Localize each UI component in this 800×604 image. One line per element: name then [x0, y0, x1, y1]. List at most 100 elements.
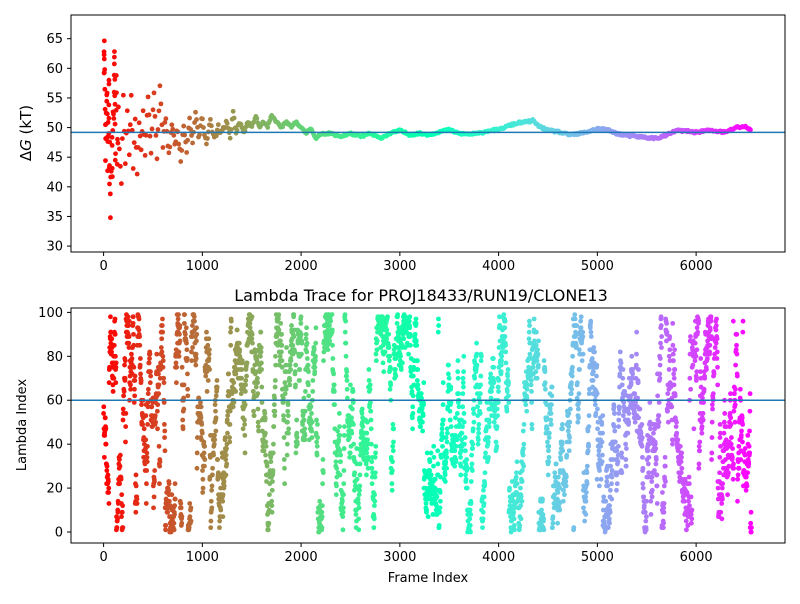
lambda-data-point — [606, 516, 612, 522]
lambda-data-point — [458, 454, 463, 460]
lambda-data-point — [159, 349, 165, 355]
lambda-data-point — [546, 448, 551, 454]
lambda-data-point — [198, 415, 204, 421]
lambda-data-point — [527, 351, 533, 357]
lambda-data-point — [301, 395, 307, 401]
lambda-data-point — [415, 367, 421, 372]
lambda-data-point — [144, 468, 150, 473]
lambda-data-point — [635, 395, 641, 401]
lambda-data-point — [564, 452, 570, 458]
lambda-data-point — [565, 428, 571, 434]
lambda-data-point — [314, 439, 320, 445]
deltag-data-point — [204, 141, 209, 147]
lambda-data-point — [144, 481, 149, 487]
lambda-data-point — [261, 448, 267, 454]
lambda-data-point — [615, 452, 621, 458]
lambda-data-point — [443, 459, 449, 465]
lambda-data-point — [304, 356, 310, 361]
lambda-data-point — [633, 400, 638, 405]
lambda-data-point — [605, 525, 611, 531]
lambda-data-point — [595, 406, 600, 412]
lambda-data-point — [120, 417, 126, 423]
lambda-data-point — [390, 459, 395, 465]
lambda-data-point — [499, 358, 504, 364]
lambda-data-point — [733, 347, 739, 353]
lambda-data-point — [662, 463, 668, 469]
lambda-data-point — [312, 358, 318, 364]
lambda-data-point — [406, 318, 412, 324]
lambda-data-point — [228, 318, 234, 324]
deltag-data-point — [178, 159, 184, 164]
lambda-data-point — [489, 389, 494, 394]
lambda-data-point — [579, 358, 585, 364]
lambda-data-point — [669, 437, 675, 443]
lambda-data-point — [478, 382, 483, 388]
lambda-data-point — [580, 329, 586, 335]
lambda-data-point — [226, 371, 232, 377]
lambda-data-point — [373, 443, 379, 449]
lambda-data-point — [372, 492, 378, 498]
lambda-data-point — [123, 411, 129, 416]
lambda-data-point — [519, 498, 525, 504]
lambda-x-tick-label: 1000 — [186, 550, 219, 565]
deltag-data-point — [103, 121, 109, 127]
lambda-data-point — [319, 509, 325, 515]
lambda-data-point — [282, 481, 288, 487]
lambda-data-point — [611, 424, 617, 429]
lambda-data-point — [511, 523, 517, 528]
lambda-data-point — [207, 367, 212, 372]
lambda-data-point — [734, 373, 740, 379]
lambda-y-axis-label: Lambda Index — [15, 379, 30, 472]
lambda-data-point — [566, 411, 572, 416]
lambda-data-point — [733, 386, 738, 392]
lambda-data-point — [718, 509, 724, 515]
lambda-data-point — [340, 509, 346, 515]
lambda-data-point — [275, 316, 281, 322]
lambda-data-point — [159, 323, 165, 328]
lambda-data-point — [149, 404, 155, 410]
lambda-data-point — [657, 356, 663, 361]
deltag-data-point — [112, 76, 118, 82]
lambda-data-point — [555, 474, 561, 480]
lambda-data-point — [356, 492, 362, 498]
lambda-data-point — [719, 516, 725, 522]
lambda-data-point — [539, 507, 544, 513]
lambda-data-point — [731, 465, 737, 471]
lambda-data-point — [242, 402, 248, 408]
lambda-data-point — [725, 492, 730, 498]
lambda-data-point — [174, 364, 179, 370]
lambda-data-point — [646, 454, 652, 460]
lambda-data-point — [269, 487, 275, 493]
deltag-data-point — [111, 61, 117, 67]
lambda-data-point — [215, 457, 220, 462]
lambda-data-point — [641, 494, 647, 500]
deltag-data-point — [208, 123, 214, 129]
lambda-data-point — [359, 411, 365, 416]
lambda-data-point — [464, 485, 470, 491]
lambda-data-point — [103, 426, 109, 432]
lambda-data-point — [160, 358, 166, 364]
lambda-data-point — [161, 380, 167, 386]
lambda-data-point — [415, 382, 421, 388]
lambda-data-point — [271, 441, 276, 447]
lambda-data-point — [295, 441, 300, 447]
lambda-data-point — [368, 441, 374, 447]
deltag-data-point — [115, 140, 121, 146]
lambda-data-point — [545, 439, 550, 445]
lambda-data-point — [588, 318, 594, 324]
lambda-data-point — [704, 356, 710, 361]
lambda-data-point — [161, 400, 167, 405]
lambda-data-point — [201, 439, 207, 445]
lambda-data-point — [239, 358, 245, 364]
lambda-data-point — [652, 441, 658, 447]
lambda-data-point — [694, 375, 699, 381]
lambda-data-point — [335, 428, 341, 434]
deltag-data-point — [224, 120, 230, 126]
lambda-data-point — [619, 454, 625, 460]
lambda-data-point — [694, 325, 700, 331]
lambda-data-point — [641, 503, 647, 509]
deltag-data-point — [213, 133, 219, 139]
lambda-data-point — [728, 422, 734, 427]
deltag-y-ticks: 30 35 40 45 50 55 60 65 — [46, 32, 71, 255]
lambda-data-point — [240, 426, 246, 432]
